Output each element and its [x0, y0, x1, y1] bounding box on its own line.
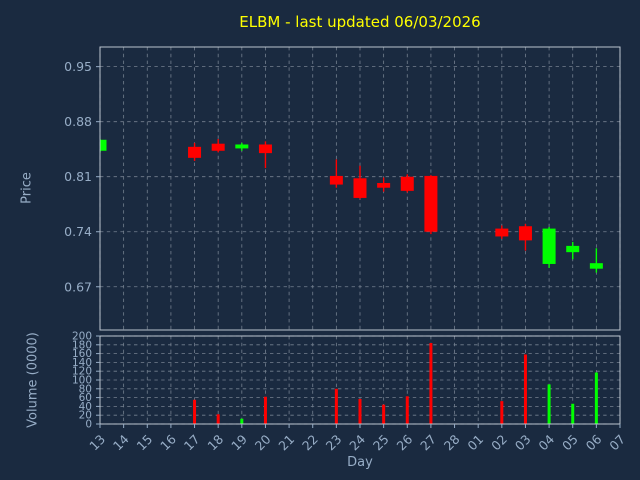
volume-bar-17 — [193, 399, 197, 424]
candle-25 — [377, 177, 391, 192]
candle-body — [235, 144, 249, 149]
candle-body — [495, 228, 509, 237]
x-tick-label: 15 — [134, 432, 156, 454]
candles — [100, 138, 603, 273]
volume-bar-02 — [500, 401, 504, 424]
volume-bar-20 — [263, 396, 267, 424]
price-tick-label: 0.74 — [64, 224, 92, 239]
candle-body — [589, 263, 603, 269]
volume-tick-label: 80 — [79, 383, 92, 395]
volume-tick-label: 0 — [85, 419, 92, 431]
x-tick-label: 25 — [370, 432, 392, 454]
candle-body — [377, 182, 391, 188]
x-tick-label: 16 — [157, 431, 179, 453]
candle-body — [258, 144, 272, 154]
volume-tick-label: 140 — [72, 357, 92, 369]
volume-bar-18 — [216, 414, 220, 424]
candle-body — [566, 245, 580, 253]
price-axis-label: Price — [19, 172, 35, 204]
candle-24 — [353, 165, 367, 199]
volume-tick-label: 200 — [72, 331, 92, 343]
candle-03 — [518, 223, 532, 251]
candle-04 — [542, 227, 556, 268]
candle-19 — [235, 142, 249, 151]
x-tick-label: 01 — [464, 432, 486, 454]
volume-tick-label: 160 — [72, 348, 92, 360]
volume-bar-19 — [240, 418, 244, 424]
candle-13 — [100, 138, 107, 153]
volume-tick-label: 40 — [79, 401, 92, 413]
candle-05 — [566, 241, 580, 260]
volume-tick-label: 180 — [72, 339, 92, 351]
chart-title: ELBM - last updated 06/03/2026 — [239, 13, 481, 31]
candle-06 — [589, 248, 603, 273]
price-tick-label: 0.81 — [64, 169, 92, 184]
volume-bar-23 — [334, 388, 338, 424]
x-axis-label: Day — [347, 455, 373, 470]
x-tick-label: 18 — [204, 431, 226, 453]
candle-body — [100, 139, 107, 151]
x-tick-label: 17 — [181, 432, 203, 454]
candle-body — [353, 178, 367, 198]
volume-tick-label: 120 — [72, 366, 92, 378]
candle-26 — [400, 174, 414, 193]
x-tick-label: 13 — [86, 432, 108, 454]
x-tick-label: 05 — [559, 432, 581, 454]
candle-body — [542, 228, 556, 264]
volume-bar-03 — [523, 354, 527, 424]
x-tick-label: 06 — [583, 431, 605, 453]
volume-bar-05 — [571, 403, 575, 424]
volume-bar-06 — [594, 372, 598, 424]
price-tick-label: 0.67 — [64, 279, 92, 294]
candle-17 — [188, 142, 202, 161]
candle-20 — [258, 141, 272, 169]
x-tick-label: 19 — [228, 431, 250, 453]
x-tick-label: 22 — [299, 432, 321, 454]
x-tick-label: 24 — [346, 431, 368, 453]
volume-bar-27 — [429, 343, 433, 424]
volume-bar-24 — [358, 398, 362, 424]
x-tick-label: 04 — [535, 431, 557, 453]
x-tick-label: 26 — [394, 431, 416, 453]
candle-23 — [329, 159, 343, 188]
candle-27 — [424, 175, 438, 235]
candle-body — [211, 143, 225, 151]
x-tick-label: 02 — [488, 432, 510, 454]
volume-axis-label: Volume (0000) — [25, 332, 41, 428]
candle-body — [400, 176, 414, 191]
volume-tick-label: 100 — [72, 375, 92, 387]
x-tick-label: 21 — [275, 432, 297, 454]
candle-body — [329, 175, 343, 185]
price-tick-label: 0.88 — [64, 114, 92, 129]
volume-bars — [193, 343, 598, 424]
volume-bar-04 — [547, 384, 551, 424]
x-tick-label: 07 — [606, 432, 628, 454]
price-tick-label: 0.95 — [64, 59, 92, 74]
volume-tick-label: 60 — [79, 392, 92, 404]
candle-18 — [211, 138, 225, 153]
candle-body — [518, 226, 532, 241]
price-panel-border — [99, 46, 621, 331]
x-tick-label: 23 — [323, 432, 345, 454]
volume-bar-26 — [405, 396, 409, 424]
x-tick-label: 27 — [417, 432, 439, 454]
x-tick-label: 03 — [512, 432, 534, 454]
x-tick-label: 14 — [110, 431, 132, 453]
grid-lines — [99, 47, 621, 425]
x-tick-label: 28 — [441, 431, 463, 453]
volume-bar-25 — [382, 404, 386, 424]
candle-body — [188, 146, 202, 158]
x-tick-label: 20 — [252, 431, 274, 453]
candle-02 — [495, 225, 509, 239]
candle-body — [424, 175, 438, 232]
volume-tick-label: 20 — [79, 410, 92, 422]
